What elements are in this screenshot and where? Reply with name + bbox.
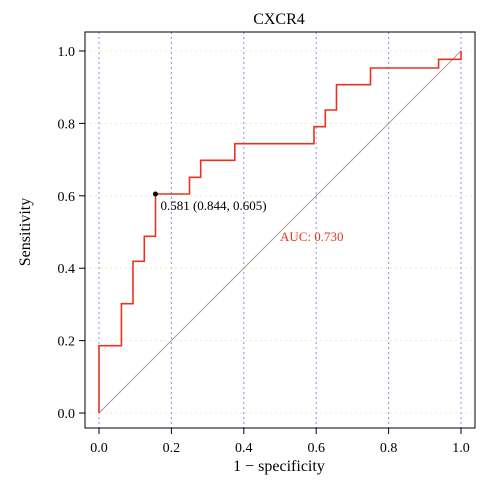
- best-threshold-point: [152, 191, 158, 197]
- x-tick-label: 1.0: [452, 441, 470, 456]
- y-axis-label: Sensitivity: [17, 198, 34, 266]
- x-tick-label: 0.6: [307, 441, 325, 456]
- auc-label: AUC: 0.730: [280, 229, 344, 244]
- x-axis: 0.0 0.2 0.4 0.6 0.8 1.0: [90, 428, 470, 456]
- y-axis: 0.0 0.2 0.4 0.6 0.8 1.0: [58, 45, 85, 422]
- y-tick-label: 0.8: [58, 117, 76, 132]
- reference-diagonal-line: [98, 50, 462, 414]
- chart-title: CXCR4: [253, 11, 305, 28]
- grid: [85, 32, 475, 428]
- roc-curve: [98, 51, 462, 413]
- x-tick-label: 0.2: [163, 441, 181, 456]
- plot-frame: [84, 31, 476, 429]
- x-axis-label: 1 − specificity: [233, 458, 325, 475]
- y-tick-label: 0.0: [58, 407, 76, 422]
- best-threshold-label: 0.581 (0.844, 0.605): [160, 198, 266, 213]
- x-tick-label: 0.4: [235, 441, 253, 456]
- x-tick-label: 0.0: [90, 441, 108, 456]
- y-tick-label: 0.2: [58, 335, 76, 350]
- y-tick-label: 0.6: [58, 190, 76, 205]
- y-tick-label: 0.4: [58, 262, 76, 277]
- x-tick-label: 0.8: [380, 441, 398, 456]
- y-tick-label: 1.0: [58, 45, 76, 60]
